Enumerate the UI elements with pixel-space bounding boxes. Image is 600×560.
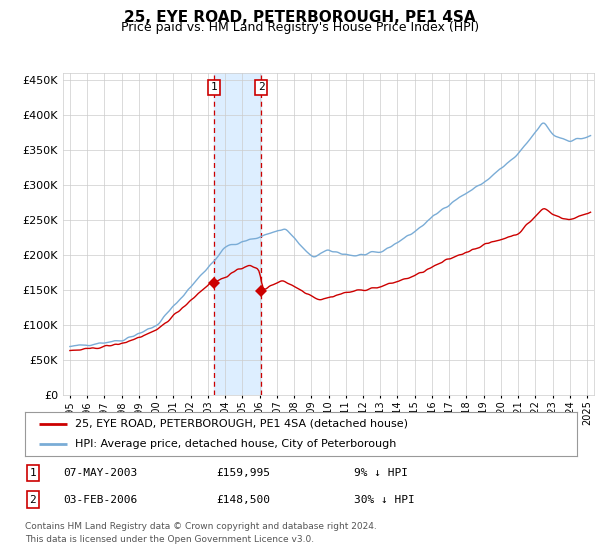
- Text: 1: 1: [29, 468, 37, 478]
- Text: 9% ↓ HPI: 9% ↓ HPI: [354, 468, 408, 478]
- Text: 30% ↓ HPI: 30% ↓ HPI: [354, 494, 415, 505]
- Text: £159,995: £159,995: [216, 468, 270, 478]
- Text: HPI: Average price, detached house, City of Peterborough: HPI: Average price, detached house, City…: [75, 439, 396, 449]
- Bar: [214, 73, 261, 395]
- Text: 2: 2: [29, 494, 37, 505]
- Text: £148,500: £148,500: [216, 494, 270, 505]
- Text: 2: 2: [258, 82, 265, 92]
- Text: 07-MAY-2003: 07-MAY-2003: [63, 468, 137, 478]
- Text: 1: 1: [211, 82, 217, 92]
- Text: Price paid vs. HM Land Registry's House Price Index (HPI): Price paid vs. HM Land Registry's House …: [121, 21, 479, 34]
- Text: 25, EYE ROAD, PETERBOROUGH, PE1 4SA: 25, EYE ROAD, PETERBOROUGH, PE1 4SA: [124, 10, 476, 25]
- Text: 03-FEB-2006: 03-FEB-2006: [63, 494, 137, 505]
- Text: Contains HM Land Registry data © Crown copyright and database right 2024.
This d: Contains HM Land Registry data © Crown c…: [25, 522, 377, 544]
- Text: 25, EYE ROAD, PETERBOROUGH, PE1 4SA (detached house): 25, EYE ROAD, PETERBOROUGH, PE1 4SA (det…: [75, 419, 408, 429]
